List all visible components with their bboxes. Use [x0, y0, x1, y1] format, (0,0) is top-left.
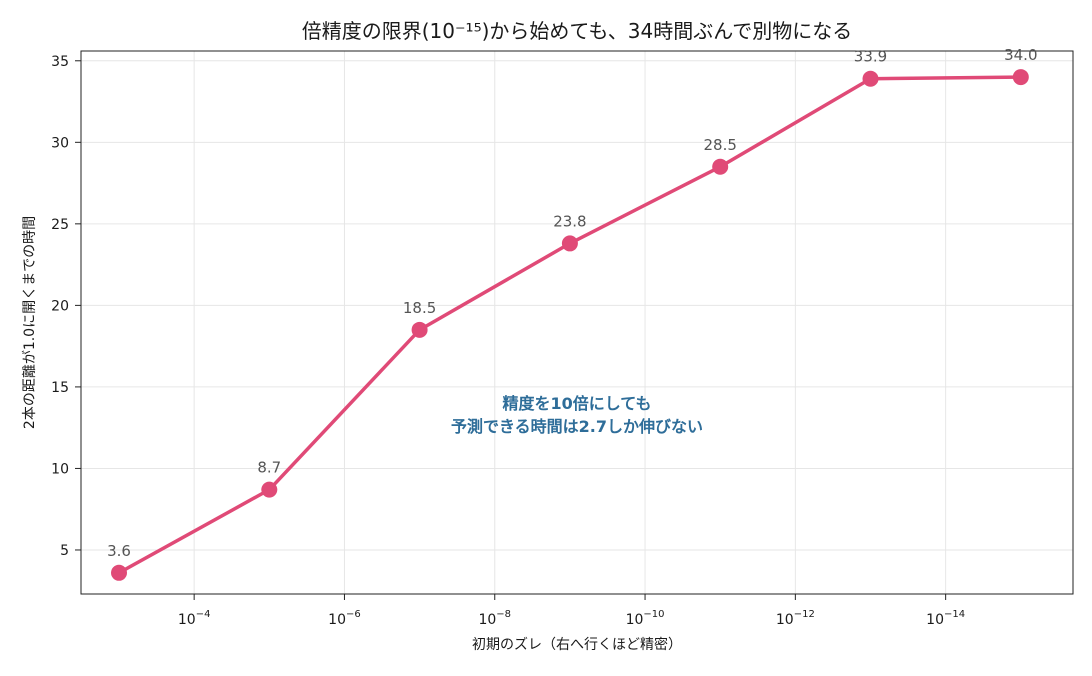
x-tick-label: 10−12 [776, 609, 815, 628]
annotation-line: 精度を10倍にしても [503, 394, 652, 413]
data-label: 34.0 [1004, 46, 1037, 64]
plot-area [80, 50, 1074, 595]
x-axis-label: 初期のズレ（右へ行くほど精密） [472, 636, 682, 653]
data-point [411, 321, 428, 338]
series-layer: 3.6 8.7 18.5 23.8 28.5 33.9 34.0 [107, 46, 1038, 581]
data-point [862, 70, 879, 87]
data-point [261, 481, 278, 498]
y-tick-label: 15 [51, 380, 69, 396]
chart-title: 倍精度の限界(10⁻¹⁵)から始めても、34時間ぶんで別物になる [302, 19, 853, 43]
data-label: 8.7 [257, 459, 281, 477]
x-tick-label: 10−8 [478, 609, 511, 628]
data-point [712, 158, 729, 175]
data-label: 3.6 [107, 542, 131, 560]
y-tick-label: 10 [51, 461, 69, 477]
data-label: 18.5 [403, 299, 436, 317]
y-axis: 5 10 15 20 25 30 35 [51, 54, 81, 559]
x-tick-label: 10−4 [178, 609, 211, 628]
annotation-line: 予測できる時間は2.7しか伸びない [451, 417, 703, 436]
x-tick-label: 10−14 [926, 609, 965, 628]
data-point [111, 564, 127, 581]
x-tick-label: 10−6 [328, 609, 361, 628]
data-label: 33.9 [854, 48, 887, 66]
data-label: 28.5 [703, 136, 736, 154]
y-tick-label: 20 [51, 298, 69, 314]
data-label: 23.8 [553, 212, 586, 230]
y-tick-label: 35 [51, 54, 69, 70]
grid [81, 51, 1073, 594]
y-tick-label: 25 [51, 217, 69, 233]
series-line [117, 75, 1023, 575]
y-tick-label: 5 [60, 543, 69, 559]
data-point [1012, 69, 1029, 86]
y-tick-label: 30 [51, 135, 69, 151]
x-axis: 10−4 10−6 10−8 10−10 10−12 10−14 [178, 594, 965, 628]
x-tick-label: 10−10 [626, 609, 665, 628]
y-axis-label: 2本の距離が1.0に開くまでの時間 [21, 216, 38, 429]
data-point [561, 235, 578, 252]
